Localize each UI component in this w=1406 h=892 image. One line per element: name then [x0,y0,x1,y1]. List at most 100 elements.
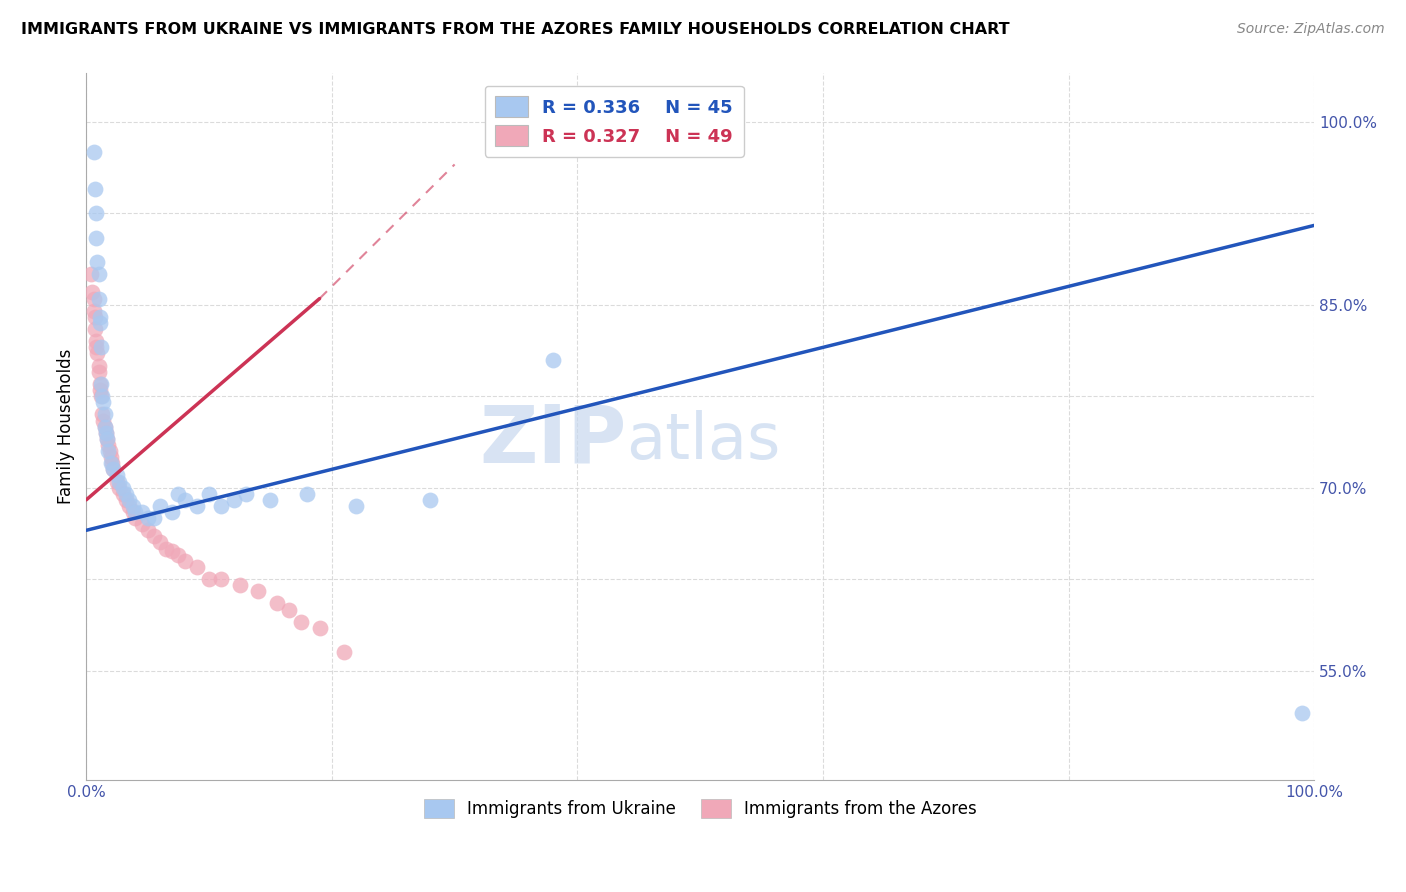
Point [186,560,208,574]
Point [89,310,111,324]
Point [155,541,177,556]
Point [90,389,112,403]
Point [101,456,124,470]
Point [277,602,299,616]
Point [100,450,122,464]
Point [97,438,120,452]
Point [162,544,184,558]
Point [266,597,288,611]
Point [136,524,159,538]
Point [112,481,135,495]
Point [103,462,125,476]
Point [82,285,104,300]
Point [93,419,115,434]
Point [83,145,105,160]
Point [198,572,221,586]
Point [142,529,165,543]
Point [112,486,135,500]
Point [1291,706,1313,721]
Point [98,444,121,458]
Point [86,255,108,269]
Point [173,554,195,568]
Point [86,346,108,360]
Point [114,492,136,507]
Point [97,444,120,458]
Point [247,584,270,599]
Point [167,486,190,500]
Point [89,376,111,391]
Point [93,419,115,434]
Point [84,206,107,220]
Point [297,486,319,500]
Point [290,615,312,629]
Point [105,475,128,489]
Point [142,511,165,525]
Point [100,456,122,470]
Point [89,316,111,330]
Point [124,511,146,525]
Point [83,292,105,306]
Point [83,310,105,324]
Point [162,505,184,519]
Point [90,340,112,354]
Point [209,499,232,513]
Point [308,621,330,635]
Point [419,492,441,507]
Point [541,352,564,367]
Point [96,432,118,446]
Point [87,267,110,281]
Point [333,645,356,659]
Text: IMMIGRANTS FROM UKRAINE VS IMMIGRANTS FROM THE AZORES FAMILY HOUSEHOLDS CORRELAT: IMMIGRANTS FROM UKRAINE VS IMMIGRANTS FR… [21,22,1010,37]
Point [209,572,232,586]
Point [124,505,146,519]
Point [108,475,131,489]
Legend: Immigrants from Ukraine, Immigrants from the Azores: Immigrants from Ukraine, Immigrants from… [416,792,984,825]
Point [131,505,153,519]
Point [96,432,118,446]
Point [344,499,367,513]
Point [89,383,111,397]
Point [87,292,110,306]
Point [83,322,105,336]
Point [94,425,117,440]
Point [93,408,115,422]
Point [84,230,107,244]
Point [118,499,141,513]
Y-axis label: Family Households: Family Households [58,349,75,504]
Point [103,462,125,476]
Point [87,359,110,373]
Point [108,481,131,495]
Point [90,376,112,391]
Point [173,492,195,507]
Point [84,334,107,349]
Point [131,517,153,532]
Point [198,486,221,500]
Text: ZIP: ZIP [479,401,627,480]
Point [259,492,281,507]
Point [94,425,117,440]
Point [114,486,136,500]
Point [91,389,114,403]
Point [118,492,141,507]
Point [105,468,128,483]
Point [229,578,252,592]
Point [91,408,114,422]
Point [222,492,245,507]
Point [84,340,107,354]
Point [83,182,105,196]
Point [87,365,110,379]
Point [93,395,115,409]
Point [136,511,159,525]
Point [186,499,208,513]
Point [149,499,172,513]
Point [122,499,145,513]
Text: atlas: atlas [627,409,780,472]
Point [149,535,172,549]
Text: Source: ZipAtlas.com: Source: ZipAtlas.com [1237,22,1385,37]
Point [235,486,257,500]
Point [93,413,115,427]
Point [122,505,145,519]
Point [83,303,105,318]
Point [167,548,190,562]
Point [80,267,103,281]
